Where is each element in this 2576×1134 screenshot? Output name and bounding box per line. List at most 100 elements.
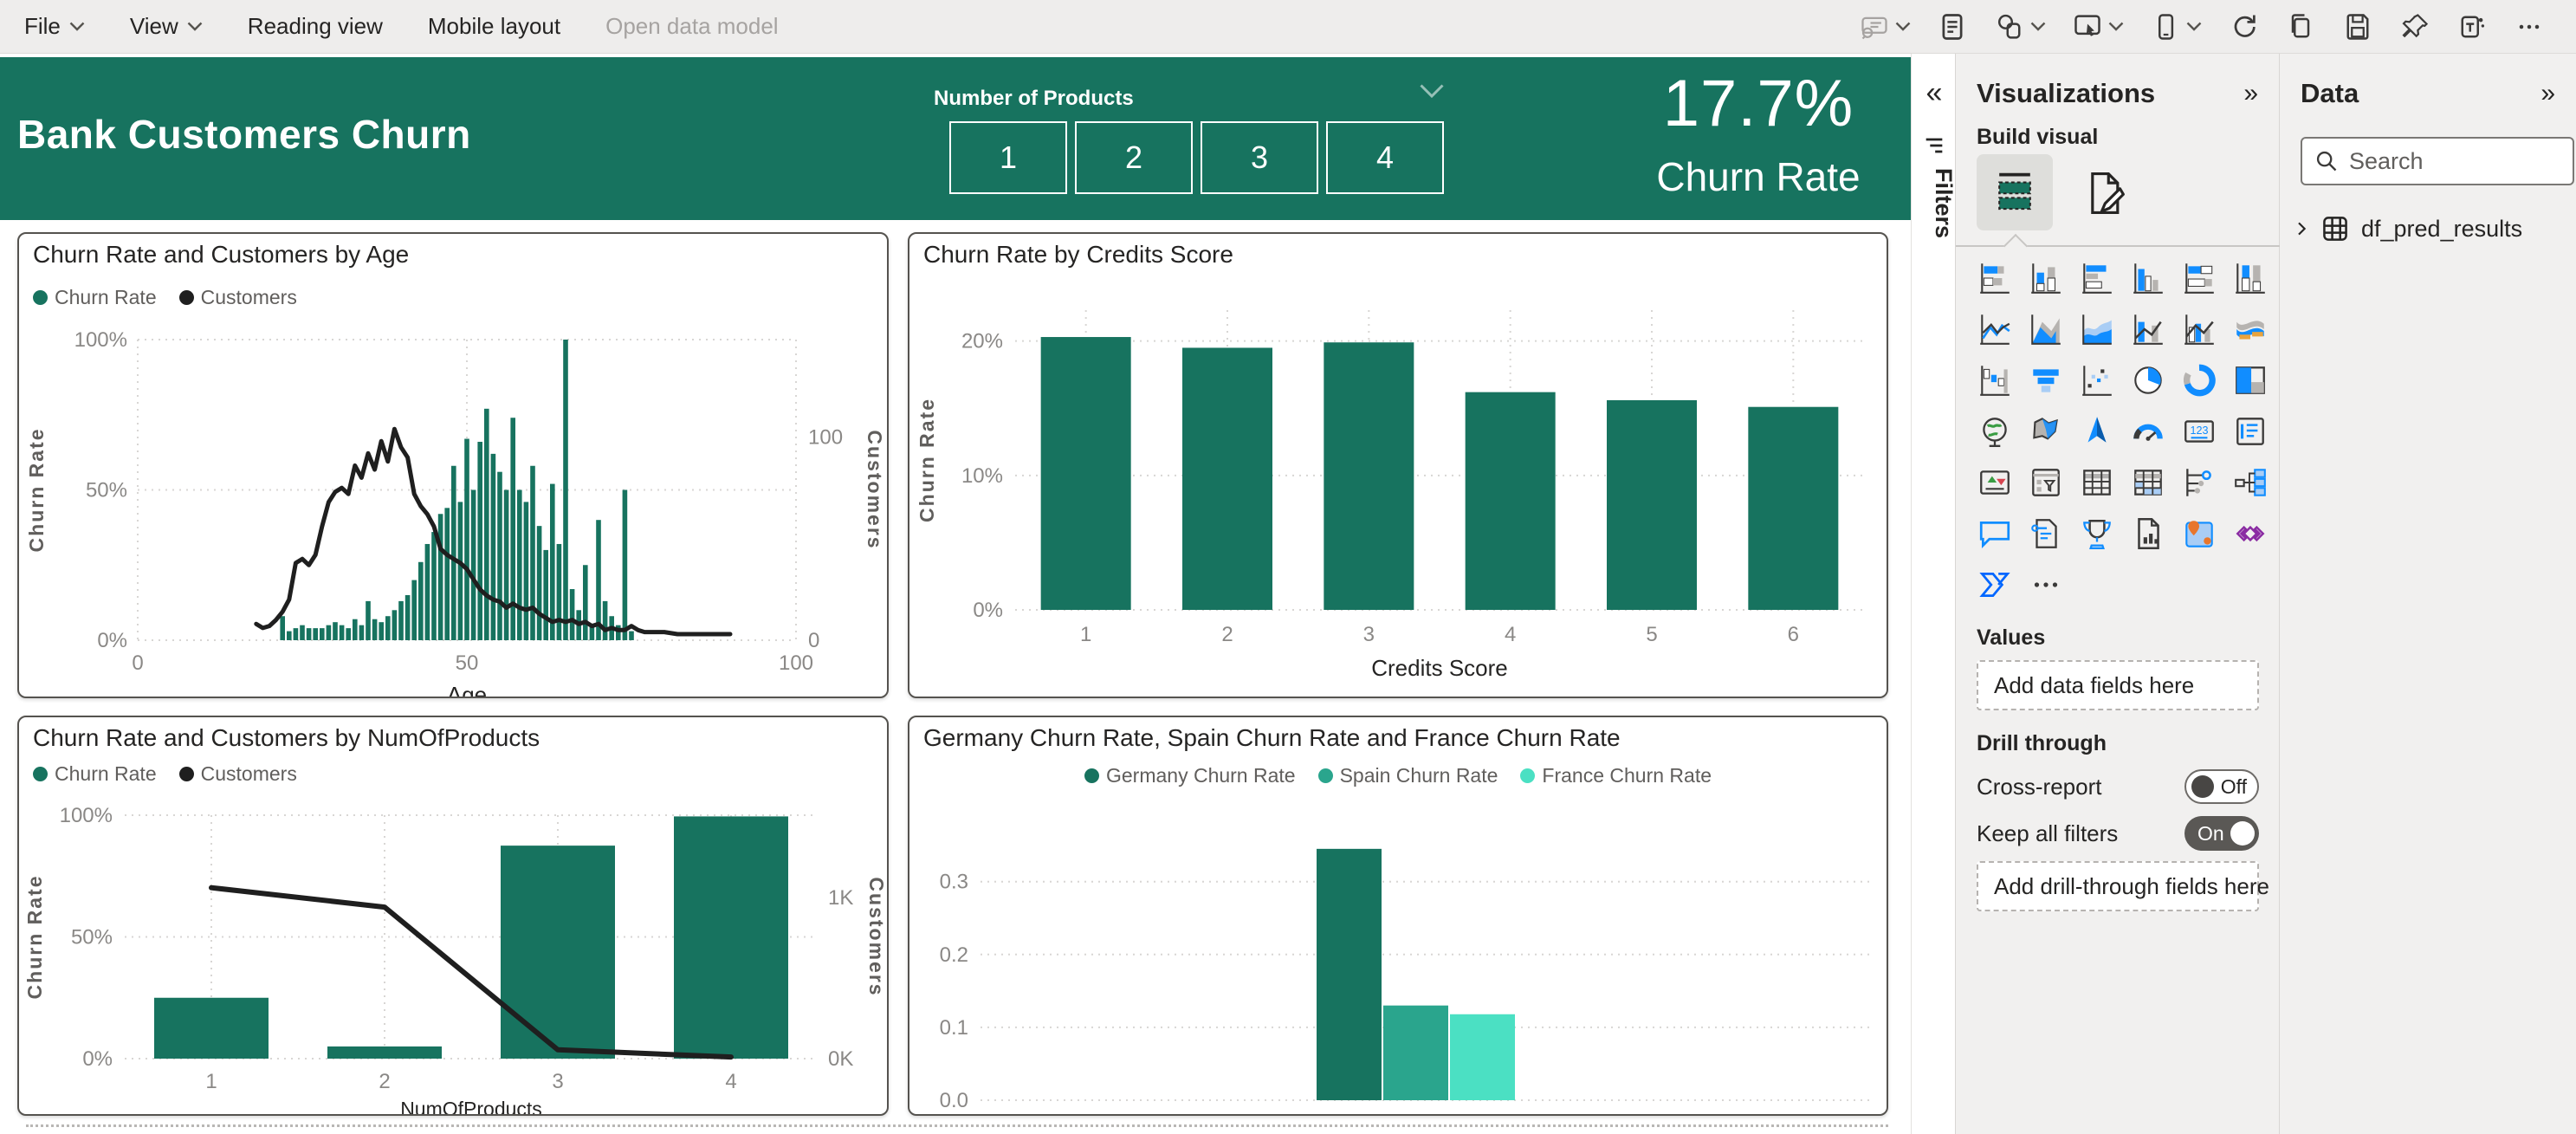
viz-type-azure-map-icon[interactable] <box>2179 514 2219 554</box>
viz-type-filled-map-icon[interactable] <box>2026 411 2066 451</box>
collapse-visualizations-icon[interactable]: » <box>2243 79 2258 107</box>
visual-country-churn-rates[interactable]: Germany Churn Rate, Spain Churn Rate and… <box>908 716 1888 1116</box>
cross-report-toggle[interactable]: Off <box>2184 769 2259 804</box>
viz-type-100-stacked-column-icon[interactable] <box>2230 258 2270 298</box>
viz-type-smart-narrative-icon[interactable] <box>2026 514 2066 554</box>
values-field-well[interactable]: Add data fields here <box>1977 660 2259 710</box>
viz-type-clustered-bar-icon[interactable] <box>2077 258 2117 298</box>
viz-type-ribbon-icon[interactable] <box>2230 309 2270 349</box>
viz-type-area-icon[interactable] <box>2026 309 2066 349</box>
viz-type-key-influencers-icon[interactable] <box>2179 463 2219 502</box>
legend-item: Churn Rate <box>33 286 157 309</box>
legend-label: Germany Churn Rate <box>1105 764 1296 787</box>
viz-type-map-icon[interactable] <box>1975 411 2015 451</box>
visual-churn-by-credit-score[interactable]: Churn Rate by Credits Score 0% 10% 20% 1 2 3 4… <box>908 232 1888 698</box>
visual-churn-by-age[interactable]: Churn Rate and Customers by Age Churn Ra… <box>17 232 889 708</box>
viz-type-matrix-icon[interactable] <box>2128 463 2168 502</box>
viz-type-paginated-report-icon[interactable] <box>2128 514 2168 554</box>
filters-pane-label[interactable]: Filters <box>1931 168 1957 239</box>
menu-file[interactable]: File <box>24 13 85 40</box>
slicer-button-2[interactable]: 2 <box>1075 121 1193 194</box>
slicer-title: Number of Products <box>934 87 1134 110</box>
legend-item: Germany Churn Rate <box>1084 764 1296 787</box>
svg-text:10%: 10% <box>961 464 1003 488</box>
slicer-button-4[interactable]: 4 <box>1326 121 1444 194</box>
selection-icon[interactable] <box>2065 6 2131 48</box>
tab-format-visual[interactable] <box>2075 165 2133 222</box>
viz-type-stacked-bar-icon[interactable] <box>1975 258 2015 298</box>
svg-text:Age: Age <box>447 682 487 697</box>
viz-type-qna-icon[interactable] <box>1975 514 2015 554</box>
viz-type-more-visuals-icon[interactable] <box>2026 565 2066 605</box>
viz-type-line-icon[interactable] <box>1975 309 2015 349</box>
viz-type-stacked-column-icon[interactable] <box>2026 258 2066 298</box>
viz-type-gauge-icon[interactable] <box>2128 411 2168 451</box>
svg-text:50: 50 <box>456 651 479 675</box>
collapse-data-icon[interactable]: » <box>2540 79 2555 107</box>
legend: Germany Churn Rate Spain Churn Rate Fran… <box>909 764 1887 787</box>
viz-type-line-stacked-column-icon[interactable] <box>2128 309 2168 349</box>
shapes-icon[interactable] <box>1987 6 2053 48</box>
save-icon[interactable] <box>2335 6 2380 48</box>
more-options-icon[interactable] <box>2507 6 2552 48</box>
svg-text:20%: 20% <box>961 330 1003 353</box>
header-banner[interactable]: Bank Customers Churn Number of Products … <box>0 57 1911 220</box>
slicer-dropdown-chevron-icon[interactable] <box>1419 83 1445 100</box>
keep-all-filters-toggle[interactable]: On <box>2184 816 2259 851</box>
search-input[interactable] <box>2349 147 2560 175</box>
svg-text:Churn Rate: Churn Rate <box>23 875 46 1000</box>
pin-icon[interactable] <box>2392 6 2437 48</box>
menu-mobile-layout[interactable]: Mobile layout <box>428 13 560 40</box>
viz-type-stacked-area-icon[interactable] <box>2077 309 2117 349</box>
churn-rate-kpi-card[interactable]: 17.7% Churn Rate <box>1628 66 1888 200</box>
slicer-button-1[interactable]: 1 <box>949 121 1067 194</box>
expand-filters-icon[interactable]: « <box>1926 76 1943 109</box>
viz-type-power-apps-icon[interactable] <box>2230 514 2270 554</box>
svg-text:0%: 0% <box>97 629 127 652</box>
svg-text:1: 1 <box>1080 623 1091 646</box>
viz-type-scatter-icon[interactable] <box>2077 360 2117 400</box>
menu-view[interactable]: View <box>130 13 203 40</box>
viz-type-100-stacked-bar-icon[interactable] <box>2179 258 2219 298</box>
menu-reading-view-label: Reading view <box>247 13 383 39</box>
kpi-value: 17.7% <box>1662 67 1854 140</box>
search-icon <box>2316 151 2337 172</box>
text-box-icon[interactable] <box>1930 6 1975 48</box>
menubar-left: File View Reading view Mobile layout Ope… <box>24 13 779 40</box>
legend-item: Customers <box>178 762 297 786</box>
viz-type-donut-icon[interactable] <box>2179 360 2219 400</box>
table-df-pred-results[interactable]: df_pred_results <box>2295 215 2522 243</box>
refresh-icon[interactable] <box>2221 6 2266 48</box>
svg-text:0: 0 <box>808 629 819 652</box>
visual-title: Churn Rate and Customers by NumOfProduct… <box>33 724 540 751</box>
data-header: Data » <box>2301 78 2555 109</box>
viz-type-kpi-icon[interactable] <box>1975 463 2015 502</box>
tab-build-visual[interactable] <box>1977 154 2053 230</box>
copy-icon[interactable] <box>2278 6 2323 48</box>
share-teams-icon[interactable] <box>2450 6 2495 48</box>
viz-type-power-automate-icon[interactable] <box>1975 565 2015 605</box>
toggle-knob <box>2230 821 2255 846</box>
viz-type-decomposition-tree-icon[interactable] <box>2230 463 2270 502</box>
svg-text:Churn Rate: Churn Rate <box>25 428 48 553</box>
phone-layout-icon[interactable] <box>2143 6 2209 48</box>
visual-churn-by-numofproducts[interactable]: Churn Rate and Customers by NumOfProduct… <box>17 716 889 1120</box>
viz-type-waterfall-icon[interactable] <box>1975 360 2015 400</box>
viz-type-multi-row-card-icon[interactable] <box>2230 411 2270 451</box>
viz-type-treemap-icon[interactable] <box>2230 360 2270 400</box>
legend: Churn Rate Customers <box>33 762 297 786</box>
slicer-button-3[interactable]: 3 <box>1201 121 1318 194</box>
viz-type-pie-icon[interactable] <box>2128 360 2168 400</box>
drill-through-field-well[interactable]: Add drill-through fields here <box>1977 861 2269 911</box>
viz-type-arcgis-map-icon[interactable] <box>2077 411 2117 451</box>
menu-reading-view[interactable]: Reading view <box>248 13 383 40</box>
viz-type-funnel-icon[interactable] <box>2026 360 2066 400</box>
viz-type-table-icon[interactable] <box>2077 463 2117 502</box>
viz-type-line-clustered-column-icon[interactable] <box>2179 309 2219 349</box>
viz-type-slicer-icon[interactable] <box>2026 463 2066 502</box>
svg-text:0.2: 0.2 <box>940 943 968 967</box>
menu-open-data-model-label: Open data model <box>605 13 779 39</box>
viz-type-metrics-icon[interactable] <box>2077 514 2117 554</box>
viz-type-clustered-column-icon[interactable] <box>2128 258 2168 298</box>
viz-type-card-icon[interactable]: 123 <box>2179 411 2219 451</box>
